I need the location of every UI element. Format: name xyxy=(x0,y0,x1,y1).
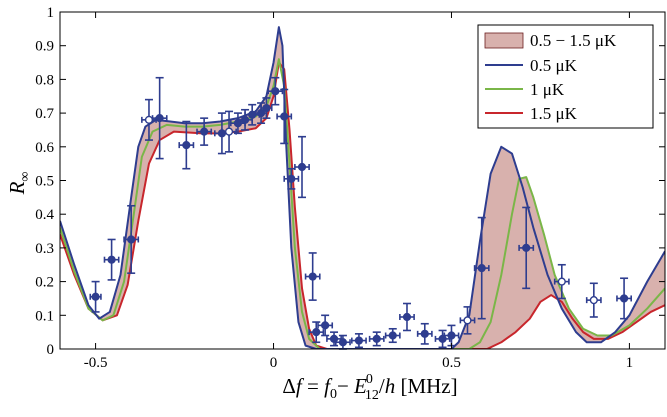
data-point xyxy=(89,280,102,313)
data-marker xyxy=(308,272,317,281)
data-marker xyxy=(372,334,381,343)
data-marker xyxy=(224,127,234,136)
y-tick-label: 1 xyxy=(47,5,55,21)
data-point xyxy=(221,110,237,153)
axes: -0.5 0 0.5 1 0 0.1 0.2 0.3 0.4 0.5 0.6 0.7 0.8 0.9 1 xyxy=(35,5,665,371)
data-marker xyxy=(200,127,209,136)
data-point xyxy=(351,333,367,349)
y-tick-label: 0 xyxy=(47,342,55,358)
data-point xyxy=(151,76,168,160)
data-marker xyxy=(262,103,271,113)
data-marker xyxy=(287,174,296,183)
data-marker xyxy=(127,235,136,244)
data-point xyxy=(518,206,535,290)
data-point xyxy=(553,263,570,300)
y-tick-label: 0.3 xyxy=(35,241,54,257)
series-line-0 xyxy=(60,26,665,349)
data-point xyxy=(308,321,325,344)
y-tick-label: 0.4 xyxy=(35,207,54,223)
temperature-band xyxy=(60,27,665,349)
data-marker xyxy=(107,255,116,264)
data-point xyxy=(141,98,157,141)
data-marker xyxy=(91,292,100,301)
data-point xyxy=(335,334,351,350)
x-tick-label: 0 xyxy=(270,355,278,371)
legend-label-1uk: 1 μK xyxy=(530,80,565,99)
model-curves xyxy=(60,26,665,349)
x-tick-label: -0.5 xyxy=(84,355,108,371)
y-tick-label: 0.6 xyxy=(35,140,54,156)
data-point xyxy=(459,306,476,335)
data-marker xyxy=(297,162,307,172)
x-axis-label: Δf = f0− E0 12/h [MHz] xyxy=(282,372,457,403)
y-tick-label: 0.8 xyxy=(35,72,54,88)
series-line-2 xyxy=(60,61,665,349)
x-tick-label: 1 xyxy=(626,355,634,371)
data-point xyxy=(326,331,342,347)
data-marker xyxy=(271,87,280,96)
data-marker xyxy=(589,296,598,305)
data-point xyxy=(317,314,334,337)
data-marker xyxy=(522,243,531,253)
data-marker xyxy=(477,264,486,273)
data-marker xyxy=(280,112,289,121)
data-point xyxy=(616,277,632,320)
data-point xyxy=(368,331,385,347)
data-point xyxy=(304,252,321,301)
y-tick-label: 0.9 xyxy=(35,39,54,55)
data-point xyxy=(267,76,284,106)
data-marker xyxy=(312,328,321,337)
data-marker xyxy=(155,114,164,123)
data-point xyxy=(585,282,602,318)
band-area xyxy=(60,27,665,349)
data-point xyxy=(294,135,310,199)
data-point xyxy=(283,167,300,190)
data-point xyxy=(399,302,415,332)
data-point xyxy=(473,216,490,320)
legend: 0.5 − 1.5 μK 0.5 μK 1 μK 1.5 μK xyxy=(477,24,654,129)
data-point xyxy=(196,117,213,146)
data-marker xyxy=(388,331,397,340)
y-tick-label: 0.5 xyxy=(35,174,54,190)
data-point xyxy=(434,329,451,349)
data-marker xyxy=(182,141,191,150)
legend-label-band: 0.5 − 1.5 μK xyxy=(530,31,617,50)
data-point xyxy=(260,97,273,119)
y-axis-label: R∞ xyxy=(5,172,33,196)
series-line-1 xyxy=(60,58,665,349)
legend-swatch-band xyxy=(484,32,524,49)
data-point xyxy=(123,204,140,274)
data-marker xyxy=(321,321,330,330)
y-tick-label: 0.1 xyxy=(35,308,54,324)
data-marker xyxy=(420,329,429,338)
data-marker xyxy=(402,312,412,322)
y-tick-label: 0.7 xyxy=(35,106,54,122)
data-point xyxy=(254,102,268,125)
data-marker xyxy=(144,115,154,124)
data-marker xyxy=(619,294,629,303)
x-tick-label: 0.5 xyxy=(442,355,461,371)
data-marker xyxy=(338,338,348,347)
data-point xyxy=(443,324,460,347)
data-marker xyxy=(463,316,472,325)
data-marker xyxy=(557,277,566,286)
data-marker xyxy=(354,336,364,345)
data-point xyxy=(416,322,433,345)
data-point xyxy=(384,327,401,344)
legend-label-05uk: 0.5 μK xyxy=(530,56,578,75)
y-tick-label: 0.2 xyxy=(35,275,54,291)
data-marker xyxy=(447,331,456,340)
data-marker xyxy=(248,110,257,119)
legend-label-15uk: 1.5 μK xyxy=(530,104,578,123)
measured-points xyxy=(89,76,632,350)
data-point xyxy=(103,238,120,281)
data-point xyxy=(276,88,293,145)
data-point xyxy=(178,120,195,170)
